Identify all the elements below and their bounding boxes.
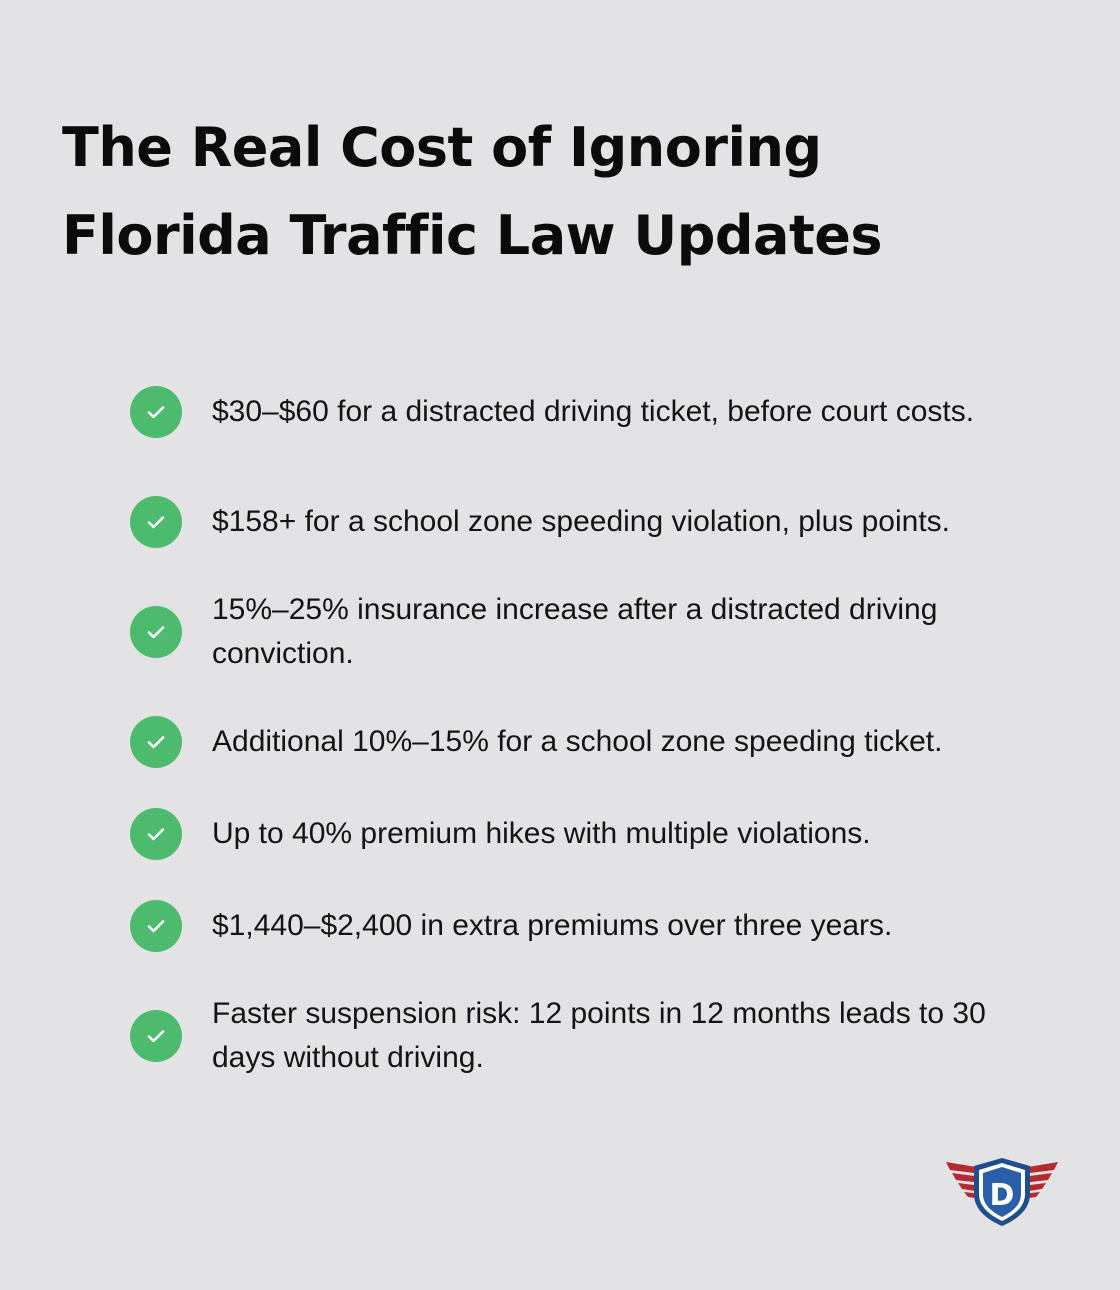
list-item: $158+ for a school zone speeding violati…: [130, 496, 1060, 548]
page-title: The Real Cost of Ignoring Florida Traffi…: [62, 104, 1062, 280]
list-item-text: $158+ for a school zone speeding violati…: [212, 505, 951, 538]
list-item-text: Additional 10%–15% for a school zone spe…: [212, 725, 943, 758]
list-item: 15%–25% insurance increase after a distr…: [130, 588, 1060, 676]
check-icon: [130, 1010, 182, 1062]
list-item-text: $1,440–$2,400 in extra premiums over thr…: [212, 909, 893, 942]
list-item: Faster suspension risk: 12 points in 12 …: [130, 992, 1060, 1080]
title-line-2: Florida Traffic Law Updates: [62, 204, 883, 267]
list-item: Up to 40% premium hikes with multiple vi…: [130, 808, 1060, 860]
list-item-text: Up to 40% premium hikes with multiple vi…: [212, 817, 871, 850]
list-item: $30–$60 for a distracted driving ticket,…: [130, 368, 1060, 456]
list-item: $1,440–$2,400 in extra premiums over thr…: [130, 900, 1060, 952]
list-item-text: 15%–25% insurance increase after a distr…: [212, 593, 938, 670]
list-item-text: $30–$60 for a distracted driving ticket,…: [212, 395, 975, 428]
check-icon: [130, 496, 182, 548]
shield-d-logo-icon: D: [946, 1158, 1058, 1226]
check-icon: [130, 386, 182, 438]
title-line-1: The Real Cost of Ignoring: [62, 116, 822, 179]
list-item-text: Faster suspension risk: 12 points in 12 …: [212, 997, 986, 1074]
check-icon: [130, 900, 182, 952]
check-icon: [130, 808, 182, 860]
brand-logo: D: [944, 1156, 1060, 1228]
check-icon: [130, 716, 182, 768]
check-icon: [130, 606, 182, 658]
list-item: Additional 10%–15% for a school zone spe…: [130, 716, 1060, 768]
logo-letter: D: [990, 1178, 1015, 1213]
